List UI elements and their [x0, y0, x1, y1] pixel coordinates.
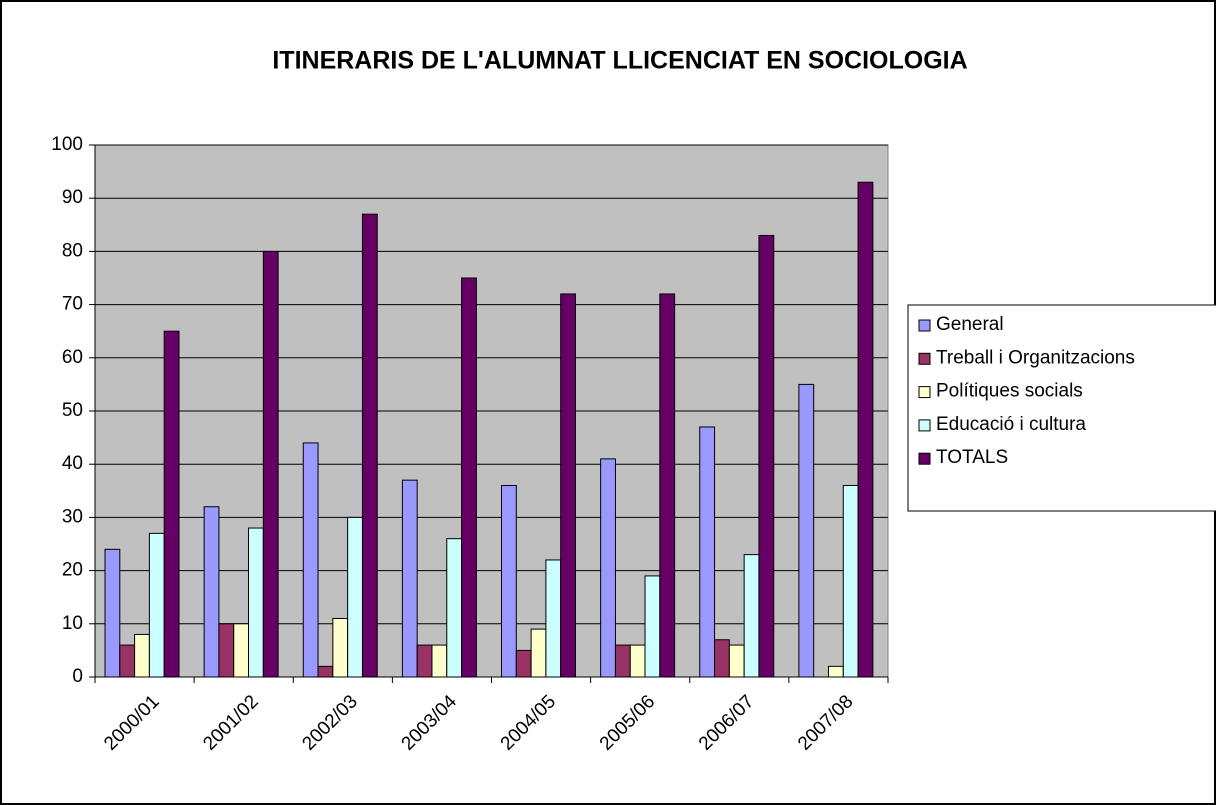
bar [629, 644, 646, 678]
y-tick-label: 20 [62, 560, 83, 581]
legend-swatch [918, 319, 931, 332]
y-tick-label: 40 [62, 453, 83, 474]
bar [416, 644, 433, 678]
bar [248, 527, 264, 678]
y-tick-label: 10 [62, 613, 83, 634]
bar [134, 633, 150, 678]
legend-label: TOTALS [936, 447, 1008, 468]
bar [203, 506, 220, 678]
bar [659, 293, 676, 678]
bar [714, 639, 730, 678]
bar [842, 484, 859, 678]
bar [361, 213, 378, 678]
bar [233, 623, 250, 678]
bar [728, 644, 745, 678]
y-tick-label: 0 [72, 666, 83, 687]
bar [262, 250, 279, 678]
bar [446, 538, 463, 678]
bar [515, 649, 532, 678]
y-tick-label: 90 [62, 187, 83, 208]
y-tick-label: 60 [62, 347, 83, 368]
bar [545, 559, 562, 678]
legend-label: Polítiques socials [936, 381, 1083, 402]
y-tick-label: 50 [62, 400, 83, 421]
bar [857, 181, 874, 678]
bar [148, 532, 165, 678]
legend-label: General [936, 314, 1004, 335]
legend-label: Treball i Organitzacions [936, 347, 1135, 368]
bar [758, 234, 775, 678]
bar [600, 458, 616, 678]
bar [560, 293, 577, 678]
y-tick-label: 100 [51, 134, 83, 155]
chart-title: ITINERARIS DE L'ALUMNAT LLICENCIAT EN SO… [272, 47, 967, 75]
bar [317, 665, 334, 678]
y-tick-label: 70 [62, 294, 83, 315]
bar [119, 644, 136, 678]
legend-swatch [918, 419, 931, 432]
bar [163, 330, 180, 678]
bar [501, 484, 517, 678]
bar [431, 644, 448, 678]
bar [699, 426, 716, 678]
legend-label: Educació i cultura [936, 414, 1086, 435]
y-tick-label: 80 [62, 240, 83, 261]
bar [104, 548, 121, 678]
y-tick-label: 30 [62, 506, 83, 527]
bar [401, 479, 418, 678]
bar [347, 516, 363, 678]
bar [644, 575, 661, 678]
legend-box [907, 304, 1216, 512]
legend-swatch [918, 352, 931, 365]
bar [530, 628, 547, 678]
legend-swatch [918, 452, 931, 465]
bar [614, 644, 631, 678]
bar [302, 442, 319, 678]
bar [461, 277, 477, 678]
legend-swatch [918, 386, 931, 399]
bar [743, 554, 760, 678]
bar [218, 623, 235, 678]
bar [332, 617, 349, 678]
bar [827, 665, 844, 678]
bar [798, 383, 815, 678]
